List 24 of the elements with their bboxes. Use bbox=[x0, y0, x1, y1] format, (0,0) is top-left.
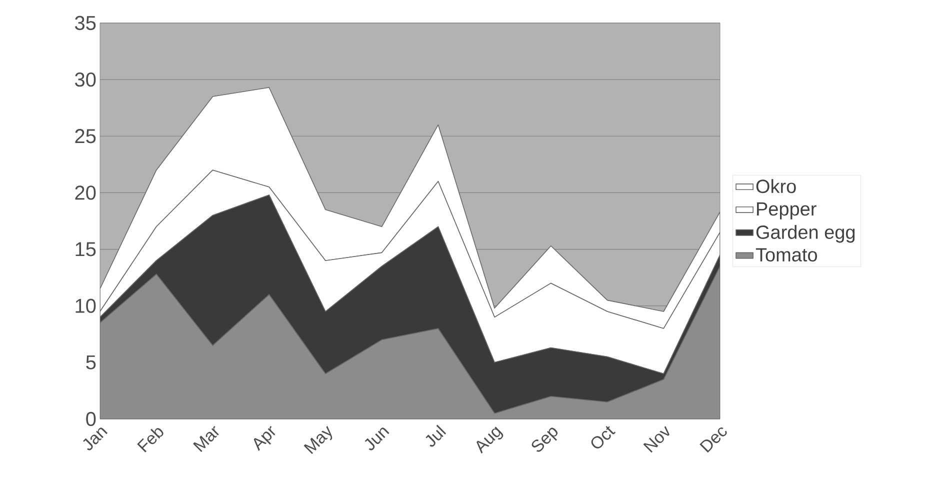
y-tick-label: 10 bbox=[76, 298, 96, 313]
x-tick-label: Dec bbox=[700, 427, 727, 453]
x-tick-label: Mar bbox=[193, 426, 219, 452]
y-tick-label: 35 bbox=[75, 16, 96, 30]
y-tick-label: 5 bbox=[86, 355, 96, 370]
y-tick-label: 25 bbox=[75, 129, 96, 144]
legend-label: Pepper bbox=[757, 202, 816, 220]
x-tick-label: Aug bbox=[476, 426, 504, 454]
x-tick-label: Oct bbox=[591, 426, 616, 448]
legend-label: Garden egg bbox=[756, 224, 855, 243]
x-tick-label: Apr bbox=[254, 426, 276, 451]
legend-label: Tomato bbox=[756, 248, 817, 262]
legend-label: Okro bbox=[756, 179, 796, 194]
y-tick-label: 0 bbox=[86, 412, 96, 426]
x-tick-label: Jan bbox=[83, 428, 108, 450]
y-tick-label: 20 bbox=[75, 186, 96, 200]
x-tick-label: Nov bbox=[643, 426, 670, 453]
x-tick-label: May bbox=[304, 426, 332, 454]
x-tick-label: Jul bbox=[426, 424, 446, 447]
x-tick-label: Feb bbox=[137, 428, 164, 452]
y-tick-label: 30 bbox=[75, 72, 96, 87]
y-tick-label: 15 bbox=[76, 242, 96, 256]
x-tick-label: Sep bbox=[532, 428, 558, 452]
x-tick-label: Jun bbox=[364, 428, 390, 450]
